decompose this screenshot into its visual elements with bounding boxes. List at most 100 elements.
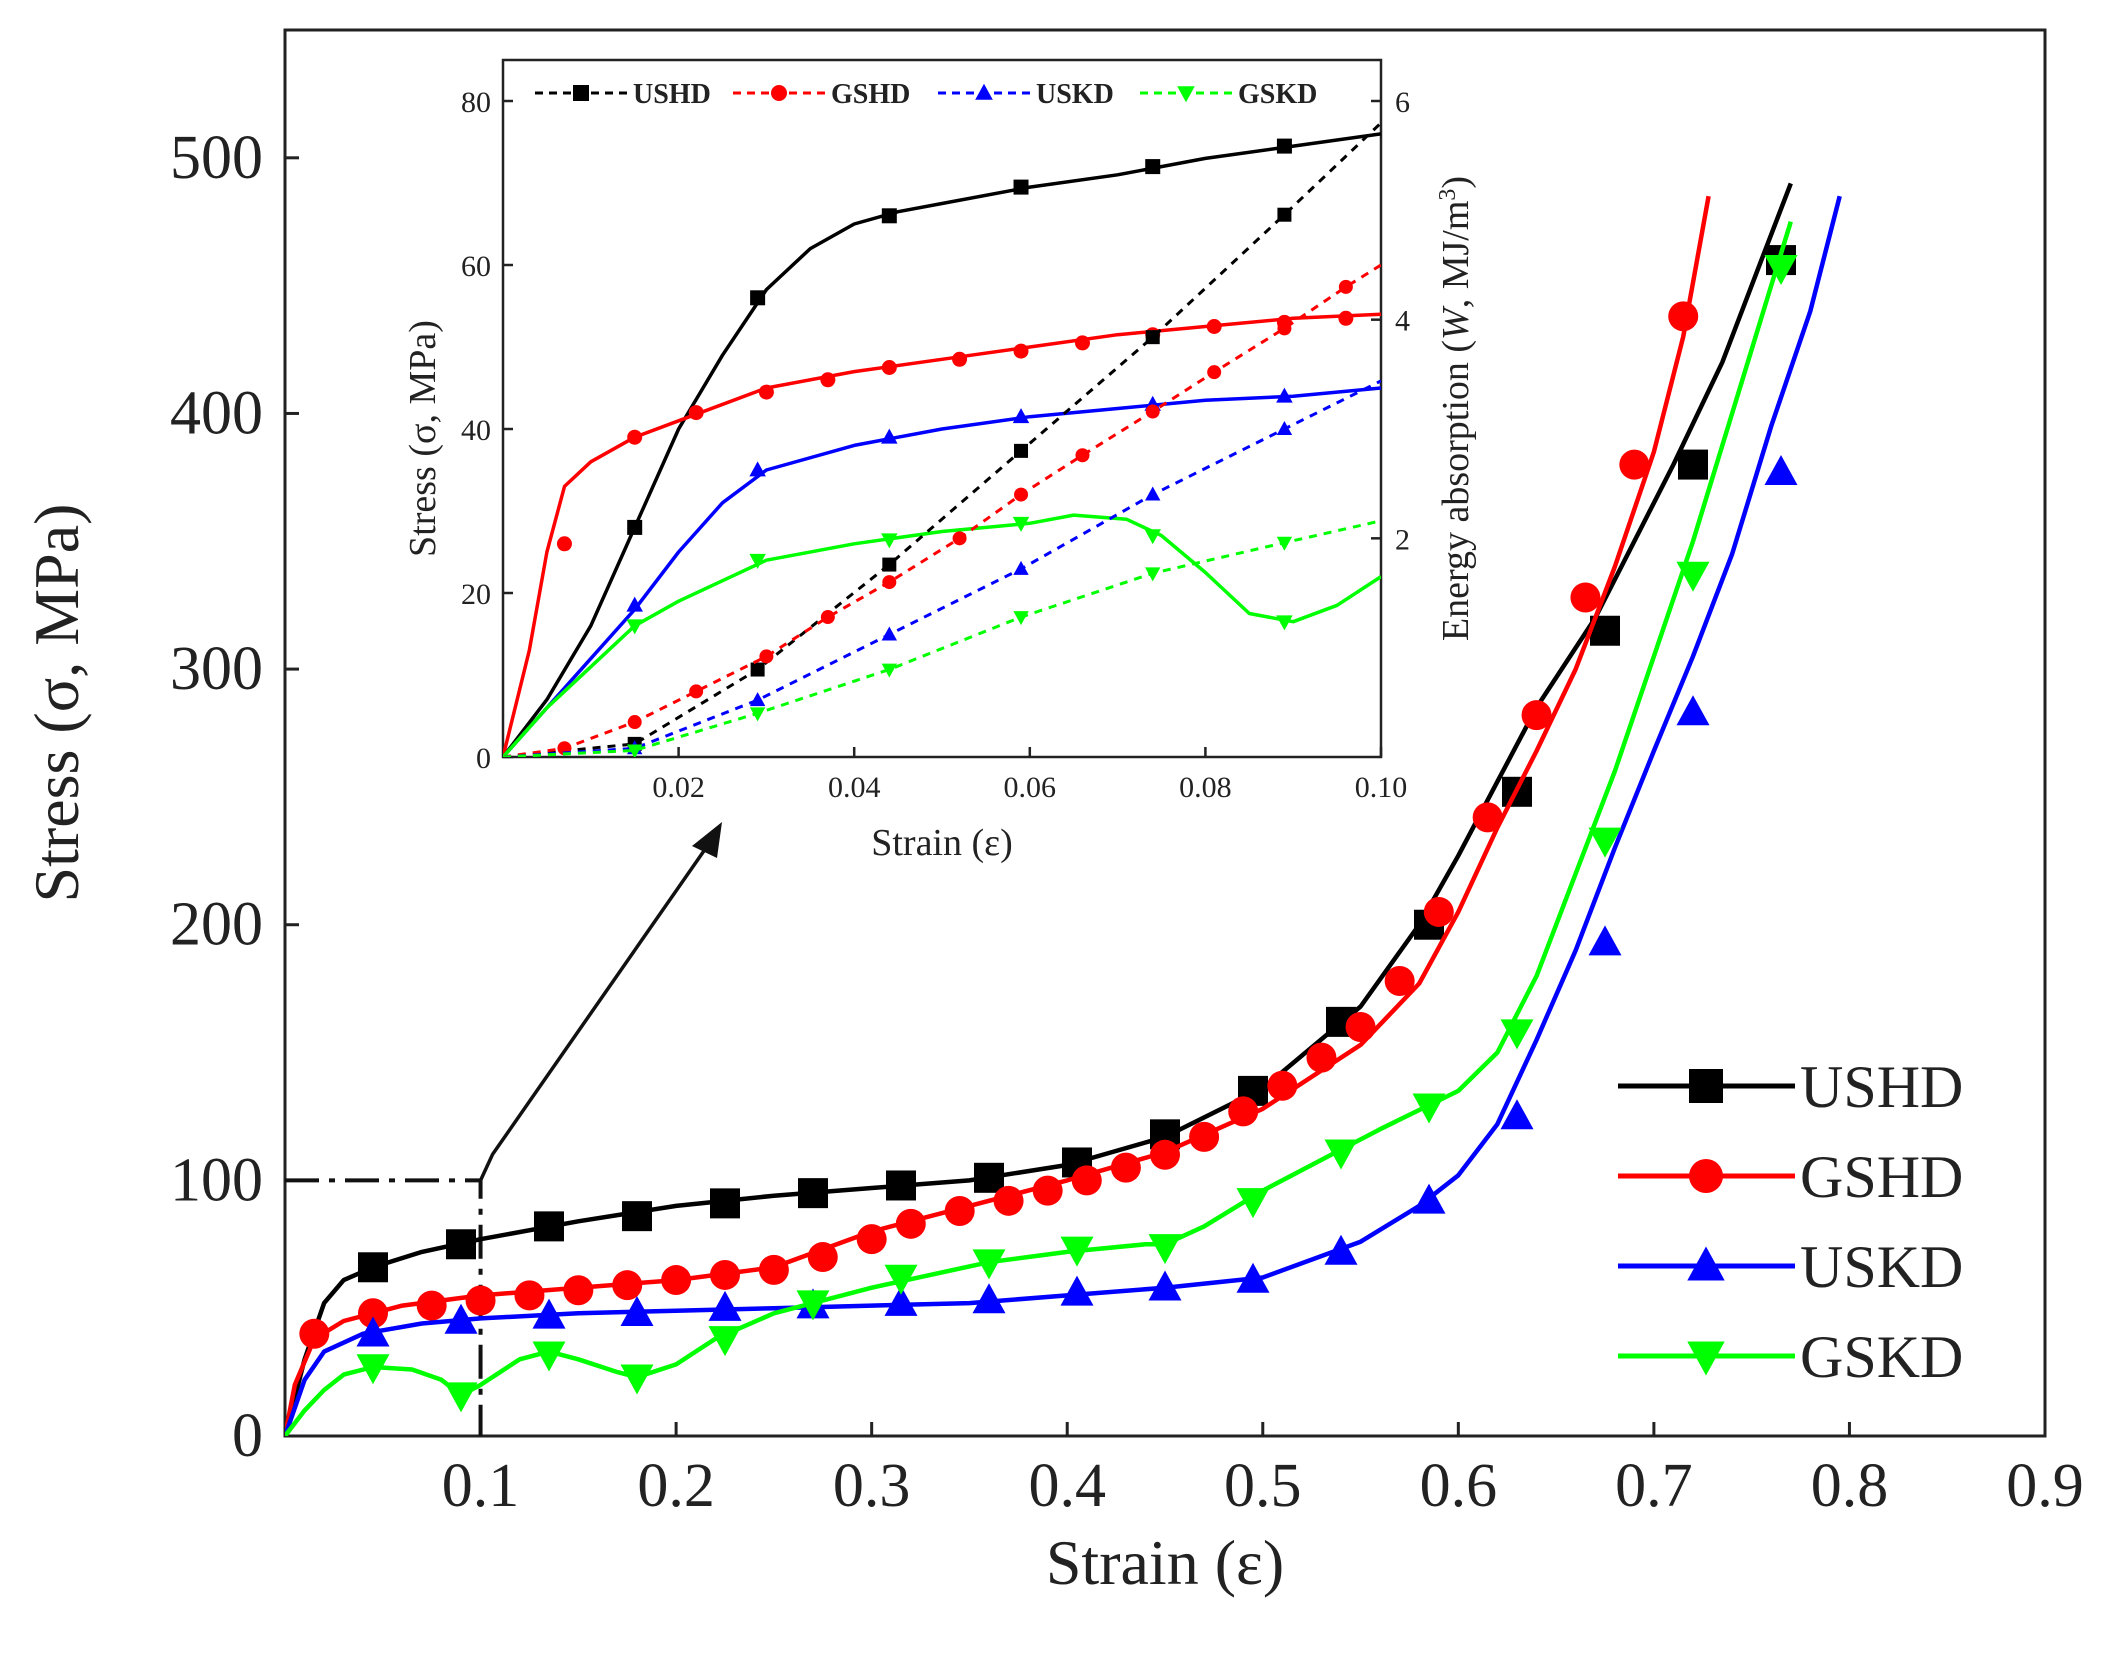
data-point-ushd (622, 1201, 652, 1232)
data-point-gshd (856, 1224, 887, 1255)
data-point-uskd (444, 1303, 478, 1334)
data-point-gshd (1071, 1165, 1102, 1196)
data-point-gshd (299, 1318, 330, 1349)
main-axis-ticks: 0.1 0.2 0.3 0.4 0.5 0.6 0.7 0.8 0.90100200300400… (170, 124, 2084, 1520)
legend-marker-uskd (1687, 1246, 1725, 1281)
data-point-gshd (1189, 1121, 1220, 1152)
inset-stress-point-ushd (1013, 179, 1029, 195)
inset-stress-point-gshd (556, 536, 572, 552)
data-point-ushd (358, 1252, 388, 1283)
data-point-gshd (661, 1265, 692, 1296)
data-point-gshd (1306, 1042, 1337, 1073)
inset-stress-gskd (503, 513, 1381, 757)
inset-energy-point-uskd (1013, 560, 1029, 575)
data-point-uskd (620, 1296, 654, 1327)
inset-energy-point-uskd (1145, 486, 1161, 501)
data-point-uskd (1412, 1183, 1446, 1214)
inset-x-tick-label: 0.02 (652, 771, 705, 804)
inset-stress-line-gskd (503, 513, 1381, 757)
inset-x-tick-label: 0.10 (1355, 771, 1408, 804)
data-point-gskd (1500, 1019, 1534, 1050)
main-x-tick-label: 0.5 (1224, 1452, 1302, 1520)
data-point-gshd (514, 1280, 545, 1311)
inset-energy-point-ushd (750, 662, 765, 677)
data-point-gshd (612, 1270, 643, 1301)
inset-stress-point-ushd (1276, 138, 1292, 154)
inset-y-axis-label: Stress (σ, MPa) (402, 320, 444, 557)
data-point-gskd (620, 1364, 654, 1395)
data-point-ushd (974, 1162, 1004, 1193)
legend-label-gshd: GSHD (1800, 1144, 1963, 1210)
data-point-gshd (895, 1208, 926, 1239)
data-point-gshd (1668, 301, 1699, 332)
data-point-gshd (563, 1275, 594, 1306)
inset-y-tick-label: 80 (461, 86, 491, 119)
data-point-ushd (446, 1229, 476, 1260)
inset-energy-point-gshd (1338, 279, 1353, 294)
inset-x-tick-label: 0.04 (828, 771, 881, 804)
inset-y-tick-label: 0 (476, 742, 491, 775)
inset-stress-point-gshd (881, 360, 897, 375)
inset-energy-point-gskd (1276, 536, 1293, 551)
data-point-gskd (1676, 561, 1710, 592)
data-point-gskd (444, 1382, 478, 1413)
data-point-gshd (807, 1242, 838, 1273)
data-point-gshd (758, 1254, 789, 1285)
inset-energy-point-gshd (627, 715, 642, 730)
inset-y2-axis-label: Energy absorption (W, MJ/m3) (1435, 176, 1477, 641)
inset-y-tick-label: 60 (461, 250, 491, 283)
data-point-gskd (796, 1290, 830, 1321)
inset-energy-line-uskd (503, 379, 1381, 757)
legend-label-ushd: USHD (1800, 1054, 1963, 1120)
data-point-uskd (1500, 1099, 1534, 1130)
inset-y2-tick-label: 6 (1395, 86, 1410, 119)
data-point-gskd (1324, 1139, 1358, 1170)
data-point-gshd (944, 1196, 975, 1227)
inset-y2-tick-label: 4 (1395, 305, 1410, 338)
main-x-tick-label: 0.9 (2006, 1452, 2084, 1520)
data-point-gshd (1384, 965, 1415, 996)
inset-energy-line-gskd (503, 519, 1381, 757)
data-point-ushd (798, 1178, 828, 1209)
zoom-arrow-line (478, 833, 717, 1182)
inset-stress-point-gskd (749, 553, 766, 569)
inset-stress-point-gshd (758, 384, 774, 400)
data-point-ushd (710, 1188, 740, 1219)
data-point-ushd (534, 1211, 564, 1242)
inset-stress-point-uskd (749, 461, 766, 477)
inset-energy-point-uskd (1276, 420, 1293, 435)
data-point-gshd (1032, 1175, 1063, 1206)
data-point-gshd (1110, 1152, 1141, 1183)
inset-y2-tick-label: 2 (1395, 523, 1410, 556)
series-gskd (285, 221, 1798, 1436)
data-point-gskd (1764, 254, 1798, 285)
inset-energy-point-ushd (1277, 207, 1292, 222)
data-point-ushd (886, 1170, 916, 1201)
inset-legend-label-uskd: USKD (1036, 79, 1114, 110)
inset-energy-point-gshd (1014, 487, 1029, 502)
inset-y2-label-superscript: 3 (1435, 189, 1461, 201)
inset-series-group (503, 121, 1381, 757)
data-point-uskd (1588, 925, 1622, 956)
data-point-gshd (465, 1285, 496, 1316)
data-point-uskd (972, 1283, 1006, 1314)
main-x-tick-label: 0.4 (1028, 1452, 1106, 1520)
series-line-uskd (285, 195, 1842, 1436)
inset-energy-gskd (503, 519, 1381, 757)
data-point-gskd (1148, 1234, 1182, 1265)
inset-legend-marker-ushd (573, 85, 589, 101)
main-y-tick-label: 100 (170, 1146, 263, 1214)
main-series-group (285, 182, 1842, 1436)
inset-energy-point-gshd (952, 531, 967, 546)
inset-energy-point-ushd (1014, 443, 1029, 458)
inset-stress-point-ushd (750, 290, 766, 306)
inset-stress-line-uskd (503, 386, 1381, 757)
inset-stress-point-uskd (881, 428, 898, 444)
inset-stress-point-gskd (881, 533, 898, 549)
main-y-tick-label: 400 (170, 379, 263, 447)
data-point-gskd (1236, 1188, 1270, 1219)
inset-stress-point-gshd (1074, 335, 1090, 351)
inset-legend-marker-gskd (1177, 86, 1195, 103)
